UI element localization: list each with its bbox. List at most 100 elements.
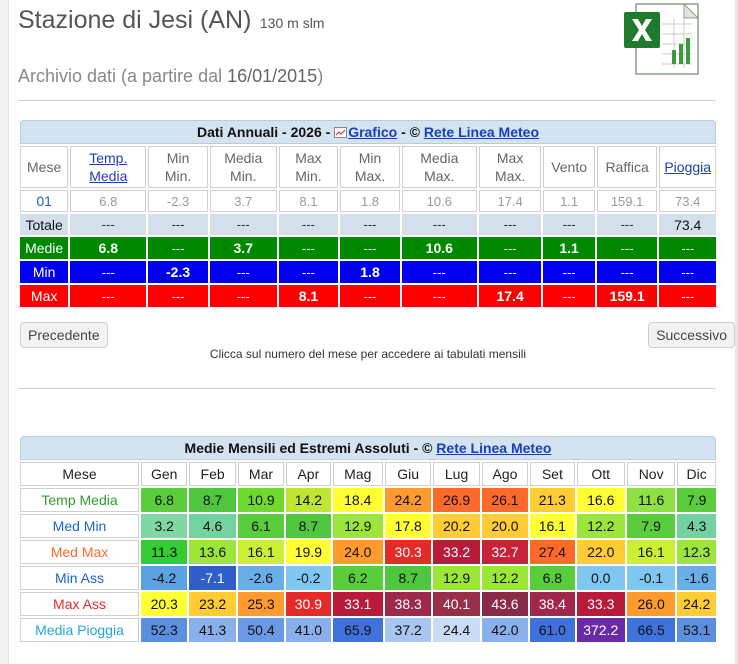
archive-date: 16/01/2015 [227, 66, 318, 86]
monthly-value-cell: 30.3 [384, 540, 432, 564]
monthly-value-cell: 372.2 [576, 618, 625, 642]
monthly-value-cell: 11.3 [141, 540, 188, 564]
monthly-value-cell: 24.2 [384, 488, 432, 512]
min-value-cell: --- [278, 261, 339, 283]
annual-caption-sep: - © [397, 124, 424, 140]
month-header-cell: Ott [576, 462, 625, 486]
sort-temp-media-link[interactable]: Temp. Media [89, 150, 128, 184]
monthly-value-cell: 32.7 [481, 540, 529, 564]
max-value-cell: --- [401, 285, 477, 307]
annual-max-row: Max --- --- --- 8.1 --- --- 17.4 --- 159.1 --- [20, 285, 716, 307]
monthly-value-cell: 38.4 [530, 592, 575, 616]
min-value-cell: --- [209, 261, 277, 283]
month-header-cell: Gen [141, 462, 188, 486]
annual-value-cell: 6.8 [70, 190, 147, 212]
divider-middle [18, 388, 716, 389]
monthly-table-caption: Medie Mensili ed Estremi Assoluti - © Re… [20, 436, 716, 460]
station-elevation: 130 m slm [259, 15, 325, 31]
annual-header-cell[interactable]: Temp. Media [70, 146, 147, 188]
monthly-value-cell: 40.1 [433, 592, 480, 616]
monthly-value-cell: 20.2 [433, 514, 480, 538]
monthly-value-cell: 22.0 [576, 540, 625, 564]
rete-linea-meteo-link[interactable]: Rete Linea Meteo [423, 124, 539, 140]
month-header-cell: Set [530, 462, 575, 486]
monthly-value-cell: 6.8 [141, 488, 188, 512]
total-value-cell: --- [209, 214, 277, 235]
monthly-value-cell: 41.3 [189, 618, 236, 642]
annual-header-cell: Max Min. [278, 146, 339, 188]
monthly-value-cell: 12.2 [481, 566, 529, 590]
min-value-cell: --- [478, 261, 542, 283]
monthly-data-row: Med Min 3.2 4.6 6.1 8.7 12.9 17.8 20.2 20.0 16.1 1… [20, 514, 716, 538]
annual-header-cell: Mese [20, 146, 69, 188]
month-header-cell: Lug [433, 462, 480, 486]
monthly-value-cell: 12.9 [332, 514, 383, 538]
month-header-cell: Feb [189, 462, 236, 486]
row-label: Max Ass [20, 592, 140, 616]
annual-table-caption: Dati Annuali - 2026 - Grafico - © Rete L… [20, 120, 716, 144]
total-value-cell: --- [596, 214, 658, 235]
row-label: Med Max [20, 540, 140, 564]
monthly-value-cell: 18.4 [332, 488, 383, 512]
month-link-01[interactable]: 01 [20, 190, 69, 212]
annual-value-cell: 159.1 [596, 190, 658, 212]
max-value-cell: --- [148, 285, 208, 307]
header-label: Media Min. [224, 150, 263, 184]
monthly-value-cell: 30.9 [286, 592, 331, 616]
header-label: Media Max. [420, 150, 459, 184]
annual-month-row: 01 6.8 -2.3 3.7 8.1 1.8 10.6 17.4 1.1 159.1 73.4 [20, 190, 716, 212]
annual-value-cell: 17.4 [478, 190, 542, 212]
monthly-value-cell: 8.7 [286, 514, 331, 538]
medie-label: Medie [20, 237, 69, 259]
annual-value-cell: 8.1 [278, 190, 339, 212]
monthly-value-cell: 16.6 [576, 488, 625, 512]
next-button[interactable]: Successivo [648, 322, 735, 348]
annual-value-cell: 1.8 [340, 190, 400, 212]
title-row: Stazione di Jesi (AN) 130 m slm [18, 6, 324, 42]
monthly-caption-text: Medie Mensili ed Estremi Assoluti - © [184, 440, 437, 456]
total-value-cell: --- [478, 214, 542, 235]
previous-button[interactable]: Precedente [20, 322, 108, 348]
medie-value-cell: 3.7 [209, 237, 277, 259]
monthly-value-cell: 12.9 [433, 566, 480, 590]
left-scroll-strip [0, 0, 9, 664]
monthly-value-cell: -0.2 [286, 566, 331, 590]
sort-pioggia-link[interactable]: Pioggia [664, 159, 712, 175]
total-value-cell: --- [401, 214, 477, 235]
rete-linea-meteo-link-2[interactable]: Rete Linea Meteo [436, 440, 552, 456]
monthly-value-cell: 8.7 [189, 488, 236, 512]
grafico-link[interactable]: Grafico [348, 124, 398, 140]
monthly-value-cell: 7.9 [677, 488, 716, 512]
monthly-value-cell: 65.9 [332, 618, 383, 642]
monthly-value-cell: 37.2 [384, 618, 432, 642]
min-value-cell: --- [659, 261, 716, 283]
monthly-data-row: Min Ass -4.2 -7.1 -2.6 -0.2 6.2 8.7 12.9 12.2 6.8… [20, 566, 716, 590]
monthly-value-cell: 4.6 [189, 514, 236, 538]
monthly-value-cell: 26.9 [433, 488, 480, 512]
monthly-value-cell: 14.2 [286, 488, 331, 512]
monthly-value-cell: 33.1 [332, 592, 383, 616]
total-value-cell: 73.4 [659, 214, 716, 235]
annual-caption-text: Dati Annuali - 2026 - [197, 124, 335, 140]
monthly-value-cell: 6.8 [530, 566, 575, 590]
monthly-data-row: Med Max 11.3 13.6 16.1 19.9 24.0 30.3 33.2 32.7 2… [20, 540, 716, 564]
month-column-header: Mese [20, 462, 140, 486]
annual-header-row: Mese Temp. Media Min Min. Media Min. Max Min… [20, 146, 716, 188]
excel-export-icon[interactable] [622, 2, 702, 76]
max-value-cell: --- [340, 285, 400, 307]
month-header-cell: Mar [237, 462, 285, 486]
medie-value-cell: 6.8 [70, 237, 147, 259]
monthly-value-cell: 6.2 [332, 566, 383, 590]
archive-prefix: Archivio dati (a partire dal [18, 66, 228, 86]
month-hint-text: Clicca sul numero del mese per accedere … [209, 347, 527, 361]
monthly-value-cell: 24.2 [677, 592, 716, 616]
monthly-value-cell: 16.1 [237, 540, 285, 564]
annual-header-cell[interactable]: Pioggia [659, 146, 716, 188]
month-header-cell: Mag [332, 462, 383, 486]
monthly-value-cell: 23.2 [189, 592, 236, 616]
min-value-cell: --- [401, 261, 477, 283]
medie-value-cell: 10.6 [401, 237, 477, 259]
min-label: Min [20, 261, 69, 283]
chart-icon [334, 127, 348, 138]
month-header-cell: Nov [626, 462, 676, 486]
